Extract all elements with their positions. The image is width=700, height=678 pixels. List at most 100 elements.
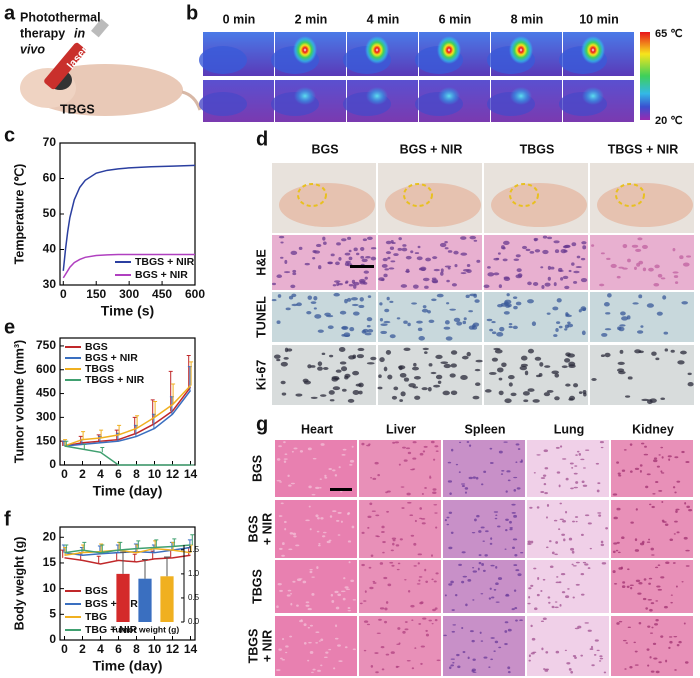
cell: [366, 236, 373, 240]
legend-label: TBG: [85, 611, 107, 623]
cell: [378, 277, 385, 281]
cell: [638, 294, 643, 299]
scale-bar: [330, 488, 352, 491]
cell: [531, 321, 537, 327]
cell: [372, 582, 377, 584]
cell: [390, 549, 394, 552]
cell: [450, 448, 454, 452]
micrograph: [378, 292, 482, 342]
cell: [413, 375, 421, 380]
error-bar: [172, 538, 177, 547]
cell: [553, 282, 557, 287]
panel-label: c: [4, 124, 15, 146]
cell: [352, 599, 357, 601]
cell: [674, 520, 678, 523]
cell: [672, 271, 679, 274]
cell: [634, 266, 637, 271]
cell: [363, 649, 367, 652]
cell: [400, 486, 405, 488]
panel-label: g: [256, 413, 268, 435]
y-tick-label: 600: [36, 362, 56, 376]
cell: [596, 649, 600, 652]
cell: [673, 275, 679, 278]
cell: [537, 577, 540, 580]
cell: [600, 540, 604, 544]
sample-label: TBGS: [60, 102, 95, 116]
cell: [328, 648, 332, 651]
cell: [504, 398, 512, 404]
cell: [493, 347, 501, 351]
cell: [467, 579, 472, 582]
cell: [337, 644, 341, 647]
column-label: TBGS + NIR: [608, 142, 679, 156]
series-line: [64, 385, 192, 447]
cell: [504, 621, 509, 624]
tumor-outline: [403, 183, 433, 207]
cell: [307, 295, 313, 300]
cell: [545, 546, 549, 549]
micrograph: [275, 560, 357, 613]
cell: [513, 258, 520, 261]
cell: [476, 259, 481, 263]
cell: [584, 622, 589, 624]
cell: [468, 325, 475, 330]
cell: [309, 570, 313, 574]
cell: [562, 519, 567, 523]
cell: [681, 450, 685, 454]
cell: [570, 487, 574, 490]
cell: [421, 308, 429, 313]
cell: [408, 383, 416, 388]
cell: [641, 398, 650, 402]
cell: [567, 353, 575, 358]
cell: [461, 626, 464, 630]
cell: [480, 640, 484, 642]
cell: [627, 376, 633, 380]
row-label: Ki-67: [254, 360, 268, 391]
cell: [439, 242, 447, 248]
cell: [397, 562, 401, 565]
cell: [645, 607, 648, 610]
cell: [660, 470, 663, 473]
cell: [541, 647, 544, 651]
cell: [435, 374, 443, 380]
micrograph: [443, 560, 525, 613]
cell: [314, 314, 322, 319]
cell: [517, 448, 521, 450]
cell: [295, 393, 303, 397]
cell: [618, 266, 624, 269]
error-bar: [82, 443, 87, 450]
cell: [656, 465, 660, 468]
cell: [468, 310, 473, 313]
cell: [288, 484, 292, 487]
cell: [511, 511, 516, 514]
cell: [315, 486, 320, 490]
cell: [399, 372, 407, 378]
legend-label: TBG + NIR: [85, 624, 138, 636]
cell: [384, 607, 388, 611]
cell: [613, 582, 618, 585]
cell: [382, 540, 386, 544]
cell: [658, 661, 662, 664]
micrograph: [378, 235, 482, 290]
cell: [668, 636, 673, 638]
cell: [657, 564, 661, 566]
cell: [467, 656, 470, 660]
error-bar: [120, 551, 126, 574]
cell: [327, 261, 334, 265]
cell: [550, 266, 555, 270]
cell: [631, 244, 639, 248]
cell: [516, 487, 521, 490]
cell: [527, 540, 532, 544]
cell: [411, 667, 415, 670]
cell: [458, 471, 461, 474]
cell: [295, 544, 300, 547]
cell: [551, 605, 555, 609]
cell: [532, 399, 540, 403]
cell: [348, 561, 351, 564]
cell: [290, 602, 293, 606]
cell: [466, 441, 470, 444]
cell: [649, 632, 654, 634]
cell: [464, 491, 467, 494]
cell: [321, 352, 326, 356]
cell: [555, 328, 559, 332]
